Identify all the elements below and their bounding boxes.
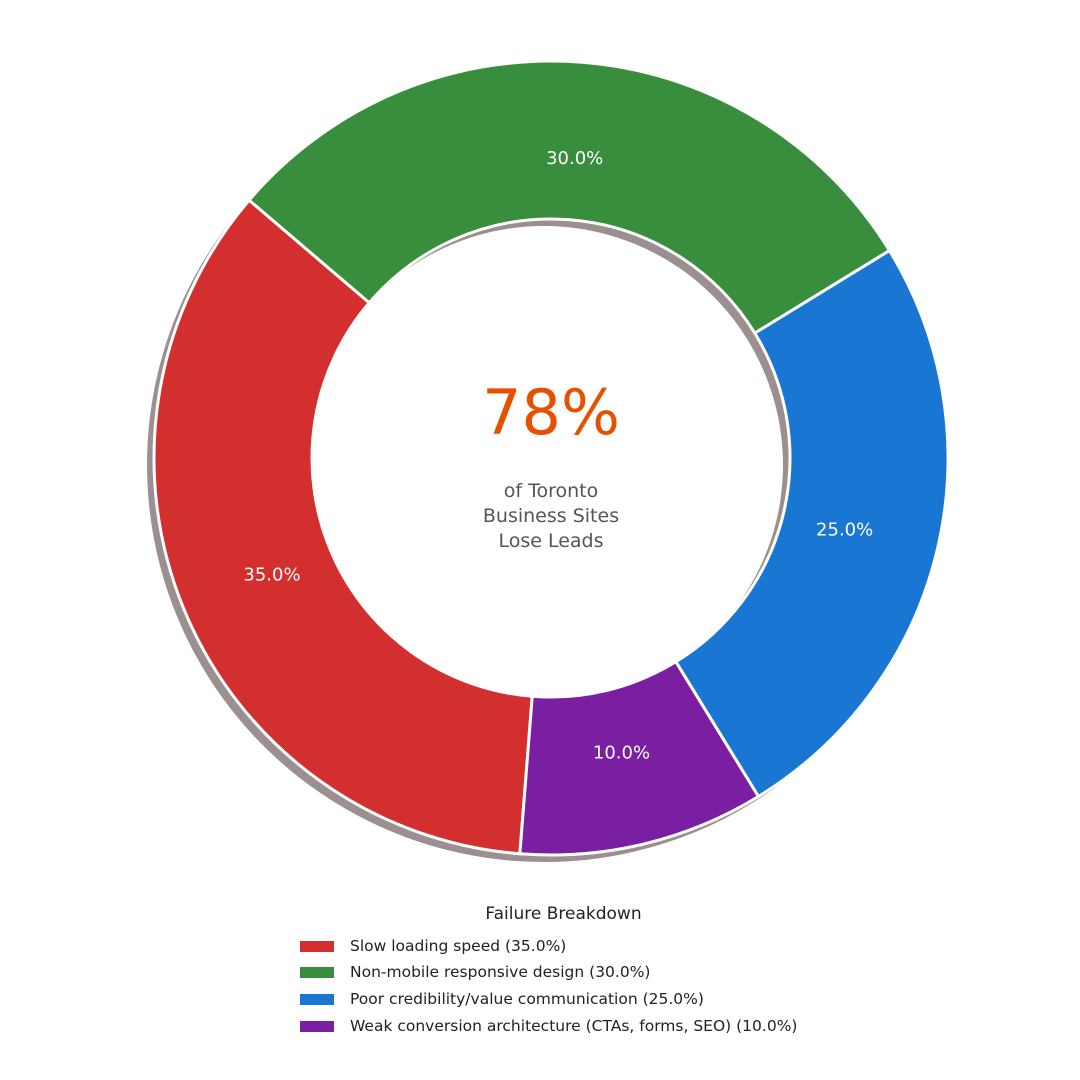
legend-label: Poor credibility/value communication (25… <box>350 990 704 1008</box>
data-label-4: 10.0% <box>593 743 650 764</box>
data-label-3: 25.0% <box>816 520 873 541</box>
legend-swatch <box>300 993 334 1005</box>
center-text-line-1: of Toronto <box>504 480 599 502</box>
legend-item-poor-credibility: Poor credibility/value communication (25… <box>300 987 704 1011</box>
legend-swatch <box>300 1020 334 1032</box>
legend-item-non-mobile: Non-mobile responsive design (30.0%) <box>300 960 650 984</box>
center-value: 78% <box>482 376 620 449</box>
legend-swatch <box>300 940 334 952</box>
center-text-line-3: Lose Leads <box>498 530 603 552</box>
legend-item-slow-loading: Slow loading speed (35.0%) <box>300 934 566 958</box>
legend-item-weak-conversion: Weak conversion architecture (CTAs, form… <box>300 1014 797 1038</box>
slice-1 <box>152 198 534 856</box>
legend-swatch <box>300 966 334 978</box>
data-label-1: 35.0% <box>243 565 300 586</box>
legend-label: Slow loading speed (35.0%) <box>350 937 567 955</box>
legend-label: Non-mobile responsive design (30.0%) <box>350 963 651 981</box>
slice-2 <box>247 59 892 336</box>
center-text-line-2: Business Sites <box>483 505 619 527</box>
data-label-2: 30.0% <box>546 148 603 169</box>
slice-3 <box>673 248 950 799</box>
legend-label: Weak conversion architecture (CTAs, form… <box>350 1017 798 1035</box>
legend-title: Failure Breakdown <box>485 904 642 924</box>
slice-4 <box>518 659 761 857</box>
